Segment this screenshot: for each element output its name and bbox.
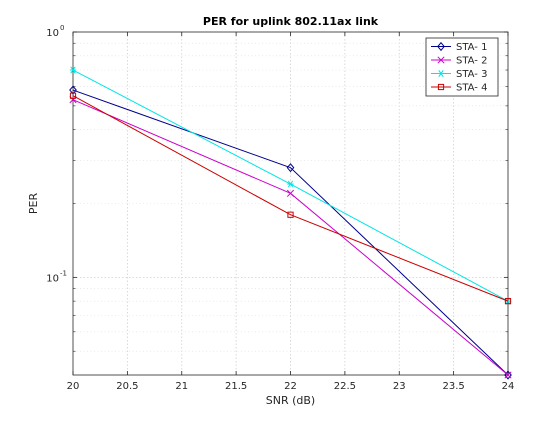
series-4-point — [69, 92, 77, 99]
series-3-line — [72, 69, 509, 302]
series-2-point-stroke — [286, 189, 295, 197]
legend-swatch-marker-stroke — [438, 70, 444, 77]
series-4-point — [504, 298, 512, 305]
legend-swatch-marker — [437, 56, 445, 64]
legend: STA- 1 STA- 2 STA- 3 STA- 4 — [425, 37, 499, 97]
legend-label: STA- 3 — [456, 69, 487, 80]
series-4-line — [72, 95, 509, 302]
series-3-point-stroke — [70, 66, 76, 74]
legend-item-4: STA- 4 — [431, 83, 487, 94]
y-tick-label: 10 — [46, 273, 59, 284]
x-tick-label: 21 — [175, 381, 188, 392]
y-axis-label: PER — [27, 193, 40, 215]
x-tick-label: 22.5 — [334, 381, 356, 392]
series-2-point-stroke — [504, 371, 512, 379]
series-3-point-stroke — [287, 180, 294, 188]
x-tick-label: 24 — [502, 381, 515, 392]
x-tick-label: 21.5 — [225, 381, 247, 392]
y-tick-exponent: -1 — [60, 269, 67, 277]
legend-swatch-marker — [437, 41, 445, 52]
y-tick-label: 10 — [46, 28, 59, 39]
legend-swatch-marker — [437, 70, 445, 77]
y-tick-exponent: 0 — [60, 24, 64, 32]
series-1-point — [286, 163, 295, 173]
x-tick-label: 22 — [284, 381, 297, 392]
series-3-point — [69, 66, 77, 74]
x-tick-label: 20 — [67, 381, 80, 392]
series-4-point — [287, 211, 294, 218]
series-2-point — [286, 189, 295, 197]
legend-item-3: STA- 3 — [431, 69, 487, 80]
legend-label: STA- 1 — [456, 42, 487, 53]
chart-title: PER for uplink 802.11ax link — [203, 15, 379, 28]
legend-item-2: STA- 2 — [431, 56, 487, 67]
x-tick-label: 23 — [393, 381, 406, 392]
series-2-point — [504, 371, 512, 379]
series-3-point — [287, 180, 294, 188]
series-4 — [69, 92, 512, 305]
legend-swatch-marker — [437, 83, 445, 91]
x-tick-label: 20.5 — [116, 381, 138, 392]
series-2 — [69, 96, 512, 379]
grid — [73, 32, 508, 375]
legend-label: STA- 4 — [456, 83, 487, 94]
series-1-point — [69, 85, 77, 95]
legend-swatch-marker-stroke — [437, 56, 445, 64]
legend-label: STA- 2 — [456, 56, 487, 67]
series-1-line — [72, 89, 509, 376]
x-tick-label: 23.5 — [442, 381, 464, 392]
series-lines — [69, 66, 512, 380]
legend-item-1: STA- 1 — [431, 41, 487, 53]
x-axis-label: SNR (dB) — [266, 394, 315, 407]
